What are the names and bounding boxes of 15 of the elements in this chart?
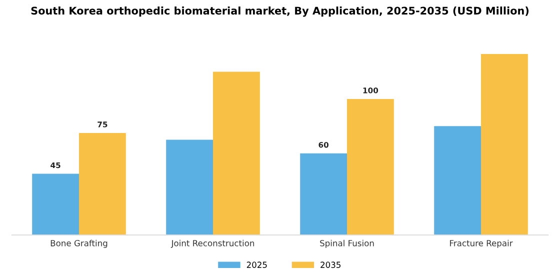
x-tick-label: Fracture Repair: [450, 240, 513, 248]
legend-label: 2035: [320, 262, 340, 268]
bar: [32, 174, 79, 235]
chart-title: South Korea orthopedic biomaterial market, By Application, 2025-2035 (USD Million): [31, 6, 529, 17]
bar: [166, 140, 213, 235]
legend-label: 2025: [246, 262, 267, 268]
x-tick-label: Bone Grafting: [50, 240, 108, 248]
x-tick-label: Spinal Fusion: [320, 240, 374, 248]
bar: [347, 98, 394, 235]
x-tick-label: Joint Reconstruction: [170, 240, 254, 248]
bar: [213, 72, 260, 235]
bar: [481, 54, 528, 235]
bar: [300, 153, 347, 235]
bar: [79, 132, 126, 235]
bar: [434, 126, 481, 235]
